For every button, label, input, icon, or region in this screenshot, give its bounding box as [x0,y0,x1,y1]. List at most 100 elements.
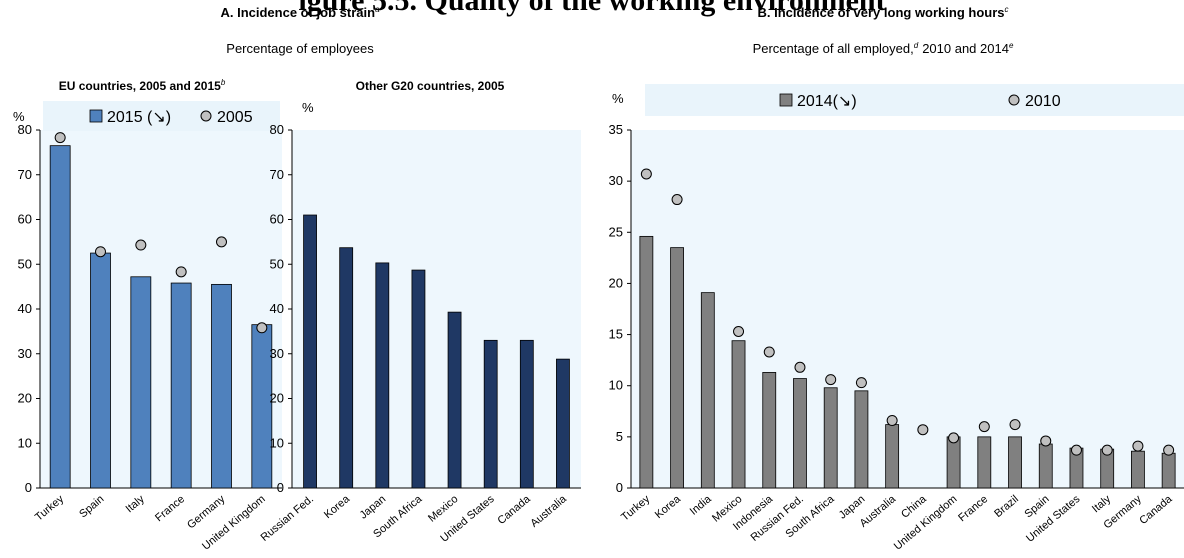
legend-label: 2014(↘) [797,93,857,110]
marker-point [917,424,929,436]
chart-title: Other G20 countries, 2005 [356,79,505,93]
marker-point [948,432,960,444]
legend-swatch-marker [1008,94,1020,106]
bar [946,436,961,489]
marker-point [825,374,837,386]
bar [483,339,498,489]
y-tick-label: 20 [270,391,284,406]
marker-point [1009,419,1021,431]
legend-label: 2010 [1025,93,1061,110]
y-tick-label: 40 [18,301,32,316]
y-tick-label: 5 [616,429,623,444]
y-unit-label: % [13,109,25,124]
marker-point [95,246,106,258]
x-tick-label: Turkey [619,493,653,524]
y-tick-label: 0 [616,480,623,495]
marker-point [978,421,990,433]
marker-point [135,239,147,251]
y-tick-label: 70 [270,167,284,182]
y-tick-label: 0 [25,480,32,495]
y-unit-label: % [612,91,624,106]
x-tick-label: India [688,493,715,518]
x-tick-label: Japan [358,493,389,521]
chart-2: Other G20 countries, 2005% 0 10 20 30 40 50 60 7… [259,79,581,545]
y-tick-label: 0 [277,480,284,495]
y-tick-label: 35 [609,122,623,137]
x-tick-label: Canada [495,493,533,528]
marker-point [175,266,187,278]
panel-a-subtitle: Percentage of employees [226,41,374,56]
marker-point [671,194,683,206]
y-tick-label: 50 [18,256,32,271]
bar [556,358,570,489]
bar [885,424,900,489]
chart-1: EU countries, 2005 and 2015b% 0 10 20 30 40 50… [13,78,282,553]
marker-point [1070,444,1082,456]
marker-point [794,361,806,373]
x-tick-label: Korea [322,493,353,522]
bar [519,339,534,489]
x-tick-label: Turkey [33,493,67,524]
bar [700,292,715,489]
legend-band [645,84,1184,116]
y-tick-label: 10 [18,435,32,450]
panel-a-title-text: A. Incidence of job strain [220,5,375,20]
panel-b-title: B. Incidence of very long working hoursc [757,5,1008,20]
legend-band [43,101,280,131]
panel-a-title: A. Incidence of job straina [220,5,380,20]
y-tick-label: 10 [609,378,623,393]
y-tick-label: 20 [609,275,623,290]
panel-b-subtitle-part2: 2010 and 2014 [922,41,1009,56]
x-tick-label: Russian Fed. [259,493,316,544]
chart-title-sup: b [221,78,226,87]
bar [90,252,111,489]
bar [211,283,232,489]
x-tick-label: Canada [1137,493,1175,528]
chart-layer: EU countries, 2005 and 2015b%01020304050… [13,78,1184,553]
bar [375,262,390,489]
marker-point [256,322,268,334]
marker-point [1040,435,1052,447]
bar [762,372,777,489]
y-tick-label: 60 [270,212,284,227]
bar [411,269,426,489]
y-tick-label: 60 [18,212,32,227]
marker-point [640,168,652,180]
x-tick-label: France [956,493,990,524]
x-tick-label: United States [1024,493,1083,545]
bar [639,235,654,489]
bar [977,436,992,489]
legend-label: 2005 [217,109,253,126]
panel-b-subtitle-sup2: e [1009,41,1014,50]
bar [1008,436,1022,489]
bar [731,340,746,489]
plot-area [631,130,1184,488]
marker-point [1101,444,1113,456]
bar [130,276,152,489]
bar [170,282,192,489]
bar [303,214,317,489]
x-tick-label: Mexico [426,493,460,525]
marker-point [1163,444,1175,456]
marker-point [733,326,745,338]
bar [339,247,354,489]
chart-title-text: Other G20 countries, 2005 [356,79,505,93]
bar [670,247,684,489]
legend-swatch-marker [200,110,212,122]
x-tick-label: Italy [124,493,148,515]
bar [823,387,838,489]
bar [854,390,869,489]
y-tick-label: 10 [270,435,284,450]
bar [793,378,807,489]
legend-label: 2015 (↘) [107,109,171,126]
x-tick-label: Korea [653,493,684,522]
y-tick-label: 30 [270,346,284,361]
bar [447,311,462,489]
plot-area [292,130,581,488]
legend-swatch-bar [89,109,103,123]
panel-b-subtitle-part1: Percentage of all employed, [753,41,914,56]
y-tick-label: 15 [609,327,623,342]
marker-point [855,377,867,389]
panel-b-title-sup: c [1005,5,1009,14]
